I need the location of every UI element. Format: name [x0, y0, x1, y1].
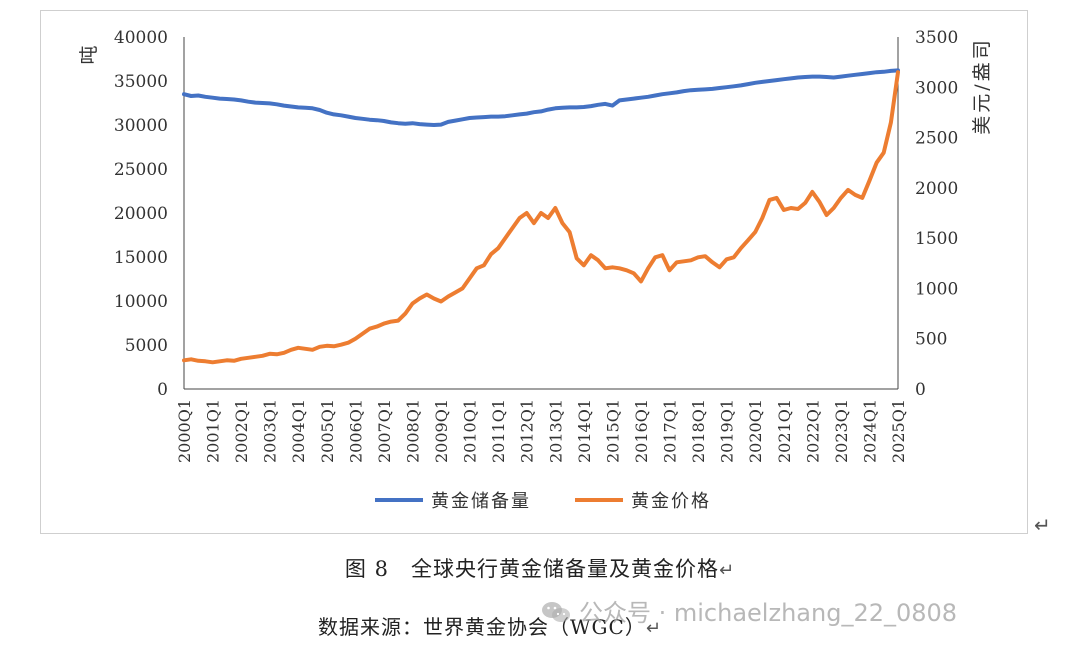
x-tick-label: 2019Q1 — [718, 399, 737, 463]
x-tick-label: 2015Q1 — [603, 399, 622, 463]
y-left-tick-label: 25000 — [114, 160, 168, 180]
return-mark-chart: ↵ — [1034, 513, 1051, 537]
x-tick-label: 2013Q1 — [546, 399, 565, 463]
y-left-tick-label: 10000 — [114, 292, 168, 312]
watermark-text: 公众号 · michaelzhang_22_0808 — [579, 599, 958, 627]
x-tick-label: 2021Q1 — [775, 399, 794, 463]
x-tick-label: 2016Q1 — [632, 399, 651, 463]
y-right-tick-label: 500 — [915, 330, 947, 350]
x-tick-label: 2014Q1 — [575, 399, 594, 463]
series-line-price — [182, 70, 900, 365]
source-text: 数据来源：世界黄金协会（WGC） — [318, 615, 646, 639]
x-tick-label: 2001Q1 — [204, 399, 223, 463]
y-left-tick-label: 30000 — [114, 116, 168, 136]
x-tick-label: 2009Q1 — [432, 399, 451, 463]
return-mark-source: ↵ — [645, 618, 662, 639]
y-left-tick-label: 20000 — [114, 204, 168, 224]
caption-text: 图 8 全球央行黄金储备量及黄金价格 — [344, 557, 719, 581]
y-left-tick-label: 15000 — [114, 248, 168, 268]
data-source: 数据来源：世界黄金协会（WGC）↵ — [318, 611, 662, 640]
series-line-reserves — [182, 68, 900, 127]
axes: 0500010000150002000025000300003500040000… — [78, 28, 993, 463]
x-tick-label: 2012Q1 — [518, 399, 537, 463]
y-right-tick-label: 1000 — [915, 279, 958, 299]
y-left-tick-label: 5000 — [125, 336, 168, 356]
x-tick-label: 2022Q1 — [803, 399, 822, 463]
x-tick-label: 2005Q1 — [318, 399, 337, 463]
chart-frame — [40, 10, 1028, 534]
wechat-logo-icon — [542, 602, 570, 622]
watermark: 公众号 · michaelzhang_22_0808 — [541, 593, 957, 628]
y-left-tick-label: 0 — [157, 380, 168, 400]
y-right-tick-label: 1500 — [915, 229, 958, 249]
x-tick-label: 2007Q1 — [375, 399, 394, 463]
y-right-axis-label: 美元/盎司 — [971, 37, 993, 134]
x-tick-label: 2000Q1 — [175, 399, 194, 463]
x-tick-label: 2006Q1 — [346, 399, 365, 463]
figure-caption: 图 8 全球央行黄金储备量及黄金价格↵ — [0, 553, 1080, 583]
legend-label-reserves: 黄金储备量 — [431, 491, 531, 512]
x-tick-label: 2023Q1 — [832, 399, 851, 463]
chart-area: 0500010000150002000025000300003500040000… — [78, 28, 993, 512]
x-tick-label: 2020Q1 — [746, 399, 765, 463]
y-right-tick-label: 2000 — [915, 179, 958, 199]
y-right-tick-label: 0 — [915, 380, 926, 400]
return-mark-caption: ↵ — [718, 560, 736, 581]
x-tick-label: 2024Q1 — [860, 399, 879, 463]
x-tick-label: 2018Q1 — [689, 399, 708, 463]
y-left-tick-label: 40000 — [114, 28, 168, 48]
x-tick-label: 2017Q1 — [661, 399, 680, 463]
y-right-tick-label: 2500 — [915, 129, 958, 149]
x-tick-label: 2003Q1 — [261, 399, 280, 463]
legend: 黄金储备量 黄金价格 — [375, 491, 711, 512]
x-tick-label: 2008Q1 — [403, 399, 422, 463]
legend-label-price: 黄金价格 — [631, 491, 711, 512]
x-tick-label: 2002Q1 — [232, 399, 251, 463]
series-lines — [182, 68, 900, 365]
y-right-tick-label: 3500 — [915, 28, 958, 48]
x-tick-label: 2011Q1 — [489, 399, 508, 463]
y-right-tick-label: 3000 — [915, 78, 958, 98]
y-left-tick-label: 35000 — [114, 72, 168, 92]
y-left-axis-label: 吨 — [78, 45, 100, 64]
x-tick-label: 2010Q1 — [461, 399, 480, 463]
x-tick-label: 2004Q1 — [289, 399, 308, 463]
x-tick-label: 2025Q1 — [889, 399, 908, 463]
